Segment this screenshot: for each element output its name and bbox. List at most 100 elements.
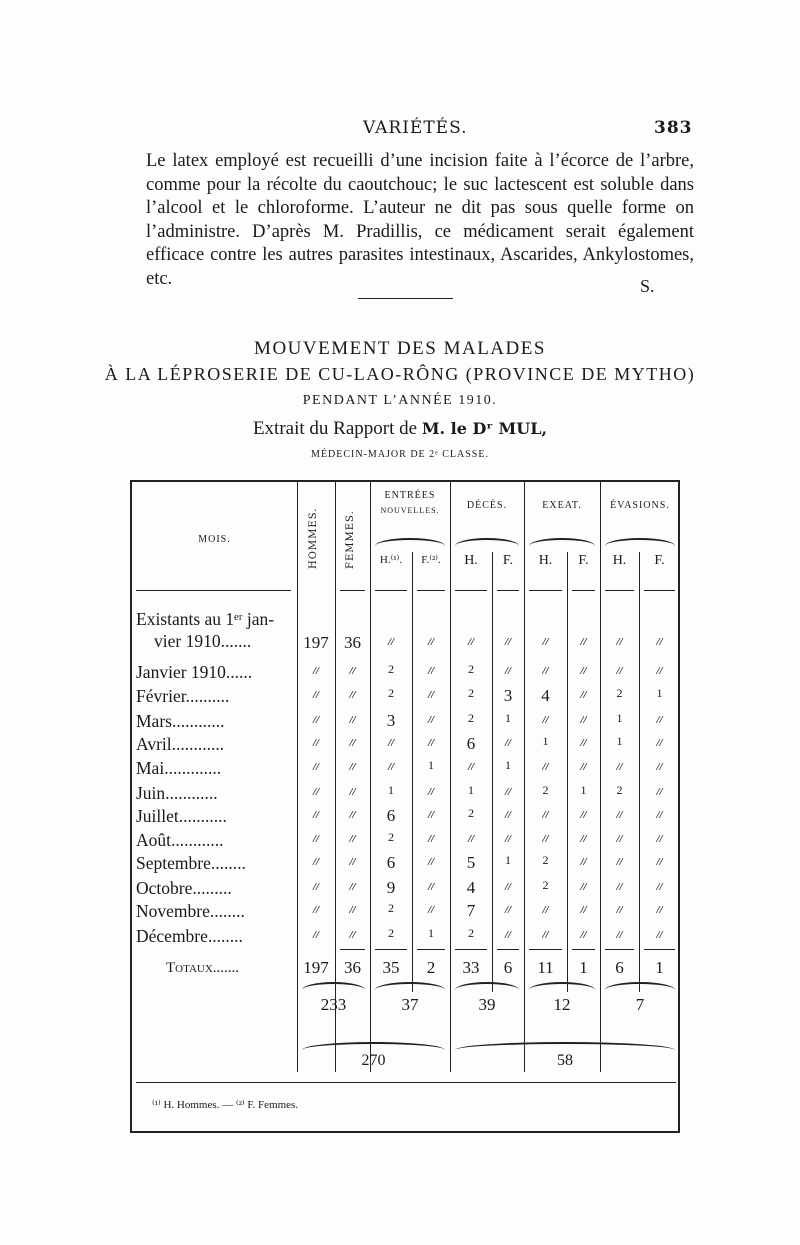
signature: S. (640, 276, 655, 296)
grand-total-brace (455, 1042, 675, 1050)
table-cell: 2 (388, 662, 394, 676)
table-cell: // (427, 689, 435, 701)
table-cell: // (656, 737, 663, 749)
table-cell: 2 (542, 783, 549, 797)
report-author: M. le Dʳ MUL, (421, 419, 548, 438)
subtotal-brace (605, 982, 675, 990)
table-cell: 2 (388, 686, 394, 700)
header-sub-f: F. (502, 553, 514, 568)
table-cell: // (580, 636, 587, 648)
table-cell: // (542, 904, 549, 916)
table-cell: 2 (616, 783, 623, 797)
header-exeat: EXEAT. (542, 500, 582, 511)
total-cell: 197 (303, 958, 329, 977)
table-cell: // (312, 714, 320, 726)
row-label: Janvier 1910...... (136, 662, 253, 682)
column-divider (450, 482, 451, 1072)
subtotal-brace (302, 982, 365, 990)
table-cell: 2 (468, 711, 474, 725)
table-cell: // (542, 636, 549, 648)
table-cell: // (616, 881, 623, 893)
table-cell: // (427, 856, 435, 868)
table-cell: // (467, 761, 475, 773)
table-cell: 4 (541, 686, 550, 705)
table-cell: 1 (505, 758, 511, 772)
table-cell: // (312, 809, 320, 821)
header-brace (375, 538, 445, 546)
table-cell: // (349, 809, 356, 821)
total-cell: 11 (537, 958, 554, 977)
row-label: Novembre........ (136, 901, 245, 921)
row-label: Août............ (136, 830, 224, 850)
totals-rule (375, 949, 407, 950)
table-cell: // (656, 929, 663, 941)
subtotal-brace (375, 982, 445, 990)
table-cell: // (427, 786, 435, 798)
table-cell: // (616, 929, 623, 941)
table-cell: 36 (344, 633, 361, 652)
author-rank: MÉDECIN-MAJOR DE 2ᵉ CLASSE. (311, 449, 489, 460)
totals-rule (497, 949, 519, 950)
subtotal-brace (455, 982, 519, 990)
report-prefix: Extrait du Rapport de (252, 418, 422, 439)
totals-rule (529, 949, 562, 950)
footnote: ⁽¹⁾ H. Hommes. — ⁽²⁾ F. Femmes. (152, 1099, 299, 1111)
row-label: Février.......... (136, 686, 230, 706)
totals-label: Totaux....... (166, 960, 240, 976)
totals-rule (417, 949, 445, 950)
table-cell: // (580, 809, 587, 821)
totals-rule (572, 949, 595, 950)
table-cell: // (349, 737, 356, 749)
header-brace (455, 538, 519, 546)
paragraph-text: Le latex employé est recueilli d’une inc… (146, 151, 694, 289)
table-cell: // (656, 665, 663, 677)
grand-total-brace (302, 1042, 445, 1050)
header-brace (529, 538, 595, 546)
table-cell: 4 (466, 878, 476, 897)
table-cell: // (504, 929, 512, 941)
table-cell: // (580, 929, 587, 941)
header-mois: MOIS. (198, 534, 231, 545)
table-cell: // (580, 904, 587, 916)
table-cell: // (656, 881, 663, 893)
header-rule (417, 590, 445, 591)
table-cell: 1 (505, 853, 511, 867)
table-cell: // (616, 833, 623, 845)
table-cell: // (616, 636, 623, 648)
table-cell: // (349, 786, 356, 798)
table-cell: 3 (503, 686, 513, 705)
total-cell: 6 (503, 958, 513, 977)
table-cell: 1 (616, 711, 623, 725)
table-cell: // (542, 665, 549, 677)
table-cell: 2 (468, 806, 474, 820)
table-cell: // (312, 833, 320, 845)
table-cell: // (580, 689, 587, 701)
table-cell: // (542, 929, 549, 941)
column-divider (600, 482, 601, 1072)
table-cell: // (616, 856, 623, 868)
table-cell: // (616, 904, 623, 916)
table-cell: 1 (542, 734, 549, 748)
report-source: Extrait du Rapport de M. le Dʳ MUL, (0, 418, 800, 440)
header-sub-h: H. (464, 553, 478, 568)
header-rule (605, 590, 634, 591)
table-cell: // (312, 737, 320, 749)
total-cell: 36 (344, 958, 361, 977)
table-cell: // (580, 714, 587, 726)
table-cell: // (656, 833, 663, 845)
table-cell: // (427, 833, 435, 845)
subtotal-cell: 12 (553, 995, 571, 1014)
table-cell: 7 (466, 901, 476, 920)
table-cell: 6 (386, 806, 396, 825)
table-cell: // (542, 714, 549, 726)
row-label: vier 1910....... (154, 631, 252, 651)
table-cell: // (504, 786, 512, 798)
table-cell: // (312, 929, 320, 941)
header-rule (644, 590, 675, 591)
table-cell: // (349, 714, 356, 726)
table-cell: // (427, 665, 435, 677)
totals-rule (340, 949, 365, 950)
patient-movement-table: MOIS. HOMMES. FEMMES. ENTRÉES NOUVELLES. DÉCÈ… (130, 480, 680, 1133)
table-cell: // (349, 761, 356, 773)
table-cell: // (312, 904, 320, 916)
